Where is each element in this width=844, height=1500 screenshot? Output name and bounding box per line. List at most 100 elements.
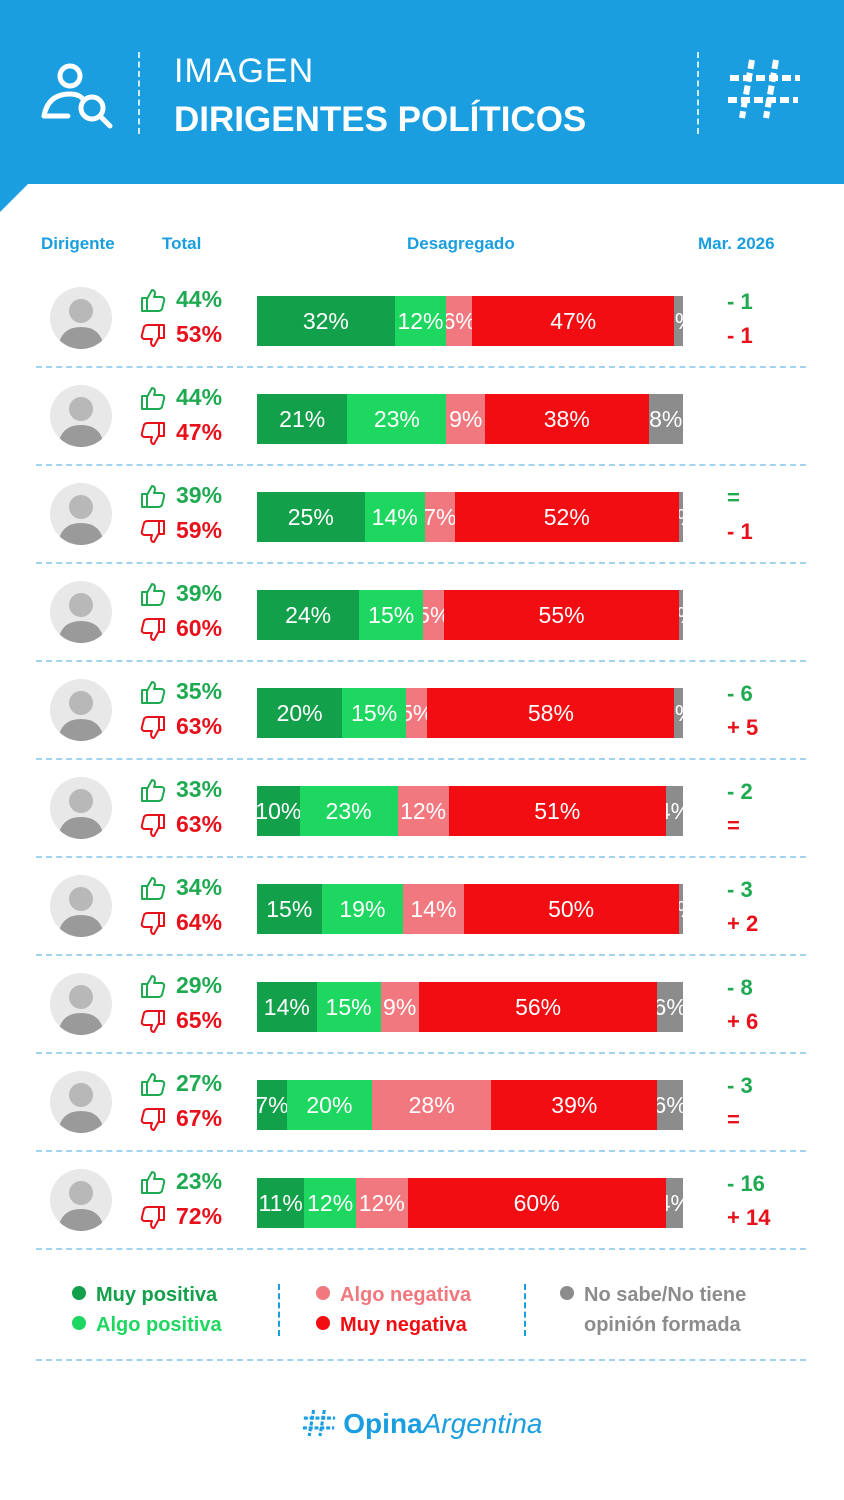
legend-dot-no-sabe — [560, 1286, 574, 1300]
bar-segment-no-sabe: 1% — [678, 492, 683, 542]
thumbs-down-icon — [140, 324, 165, 347]
header-title-line2: DIRIGENTES POLÍTICOS — [174, 100, 587, 139]
change-positive: - 2 — [727, 779, 753, 804]
bar-segment-muy-positiva: 14% — [257, 982, 317, 1032]
header-banner: IMAGEN DIRIGENTES POLÍTICOS — [0, 0, 844, 184]
bar-segment-muy-negativa: 51% — [448, 786, 666, 836]
bar-segment-muy-negativa: 56% — [418, 982, 658, 1032]
row-divider — [36, 562, 806, 564]
thumbs-up-icon — [141, 1171, 166, 1194]
row-divider — [36, 1248, 806, 1250]
change-positive: - 8 — [727, 975, 753, 1000]
bar-segment-algo-negativa: 12% — [355, 1178, 408, 1228]
bar-segment-muy-positiva: 11% — [257, 1178, 305, 1228]
column-header-period: Mar. 2026 — [698, 234, 775, 253]
chart-row: 39% 60% 24%15%5%55%1% — [0, 566, 844, 664]
bar-segment-algo-positiva: 19% — [321, 884, 404, 934]
stacked-bar: 25%14%7%52%1% — [257, 492, 683, 542]
thumbs-down-icon — [140, 814, 165, 837]
avatar — [50, 385, 112, 447]
thumbs-down-icon — [140, 520, 165, 543]
legend-label-no-sabe-line1: No sabe/No tiene — [584, 1284, 747, 1306]
bar-segment-muy-positiva: 24% — [257, 590, 360, 640]
legend-dot-algo-positiva — [72, 1316, 86, 1330]
legend-dot-muy-positiva — [72, 1286, 86, 1300]
chart-row: 23%72%11%12%12%60%4%- 16+ 14 — [0, 1154, 844, 1252]
row-divider — [36, 954, 806, 956]
stacked-bar: 7%20%28%39%6% — [257, 1080, 683, 1130]
change-negative: + 5 — [727, 715, 759, 740]
bar-segment-no-sabe: 2% — [674, 296, 683, 346]
positive-total: 44% — [176, 384, 223, 410]
avatar — [50, 1071, 112, 1133]
bar-segment-muy-positiva: 7% — [257, 1080, 287, 1130]
stacked-bar: 21% 23% 9% 38% 8% — [257, 394, 683, 444]
negative-total: 63% — [176, 713, 223, 739]
bar-segment-muy-negativa: 55% — [444, 590, 679, 640]
bar-segment-no-sabe: 1% — [678, 590, 683, 640]
change-positive: - 6 — [727, 681, 753, 706]
avatar — [50, 287, 112, 349]
thumbs-up-icon — [141, 1073, 166, 1096]
bar-segment-muy-negativa: 47% — [472, 296, 675, 346]
bar-segment-algo-positiva: 14% — [364, 492, 425, 542]
avatar — [50, 679, 112, 741]
negative-total: 63% — [176, 811, 223, 837]
bar-segment-no-sabe: 8% — [648, 394, 683, 444]
header-title-line1: IMAGEN — [174, 52, 315, 90]
bar-segment-muy-positiva: 21% — [257, 394, 348, 444]
positive-total: 35% — [176, 678, 223, 704]
chart-row: 44% 47% 21% 23% 9% 38% 8% — [0, 370, 844, 468]
bar-segment-muy-negativa: 52% — [454, 492, 679, 542]
chart-row: 29% 65% 14%15%9%56%6% - 8 + 6 — [0, 958, 844, 1056]
thumbs-up-icon — [141, 289, 166, 312]
bar-segment-algo-positiva: 15% — [359, 590, 424, 640]
positive-total: 39% — [176, 482, 223, 508]
bar-segment-muy-negativa: 39% — [491, 1080, 658, 1130]
bar-segment-muy-negativa: 50% — [463, 884, 679, 934]
stacked-bar: 10%23%12%51%4% — [257, 786, 683, 836]
stacked-bar: 20%15%5%58%2% — [257, 688, 683, 738]
legend-label-algo-negativa: Algo negativa — [340, 1284, 472, 1306]
avatar — [50, 973, 112, 1035]
bar-segment-no-sabe: 6% — [657, 1080, 683, 1130]
thumbs-down-icon — [140, 1206, 165, 1229]
row-divider — [36, 464, 806, 466]
stacked-bar: 15%19%14%50%1% — [257, 884, 683, 934]
chart-row: 35% 63% 20%15%5%58%2% - 6 + 5 — [0, 664, 844, 762]
row-divider — [36, 366, 806, 368]
bar-segment-algo-positiva: 12% — [304, 1178, 356, 1228]
bar-segment-no-sabe: 4% — [665, 786, 683, 836]
bar-segment-algo-positiva: 15% — [316, 982, 381, 1032]
positive-total: 33% — [176, 776, 223, 802]
thumbs-up-icon — [141, 779, 166, 802]
change-negative: + 2 — [727, 911, 759, 936]
thumbs-up-icon — [141, 583, 166, 606]
bar-segment-algo-negativa: 5% — [423, 590, 445, 640]
change-positive: - 16 — [727, 1171, 765, 1196]
thumbs-up-icon — [141, 681, 166, 704]
change-negative: + 6 — [727, 1009, 759, 1034]
chart-row: 39% 59% 25%14%7%52%1% = - 1 — [0, 468, 844, 566]
thumbs-up-icon — [141, 975, 166, 998]
bar-segment-muy-negativa: 60% — [407, 1178, 666, 1228]
positive-total: 23% — [176, 1168, 223, 1194]
legend-muy-positiva: Muy positiva — [72, 1284, 217, 1307]
change-positive: = — [727, 485, 740, 510]
bar-segment-muy-negativa: 58% — [427, 688, 675, 738]
bar-segment-algo-negativa: 9% — [446, 394, 486, 444]
row-divider — [36, 856, 806, 858]
bar-segment-algo-positiva: 20% — [286, 1080, 372, 1130]
bar-segment-muy-positiva: 15% — [257, 884, 322, 934]
change-negative: + 14 — [727, 1205, 771, 1230]
positive-total: 27% — [176, 1070, 223, 1096]
header-separator-right — [697, 52, 699, 134]
hashtag-logo-icon — [728, 59, 800, 119]
avatar — [50, 777, 112, 839]
stacked-bar: 24%15%5%55%1% — [257, 590, 683, 640]
thumbs-down-icon — [140, 912, 165, 935]
negative-total: 59% — [176, 517, 223, 543]
bar-segment-algo-negativa: 9% — [380, 982, 419, 1032]
bar-segment-algo-positiva: 23% — [347, 394, 447, 444]
stacked-bar: 32%12%6%47%2% — [257, 296, 683, 346]
